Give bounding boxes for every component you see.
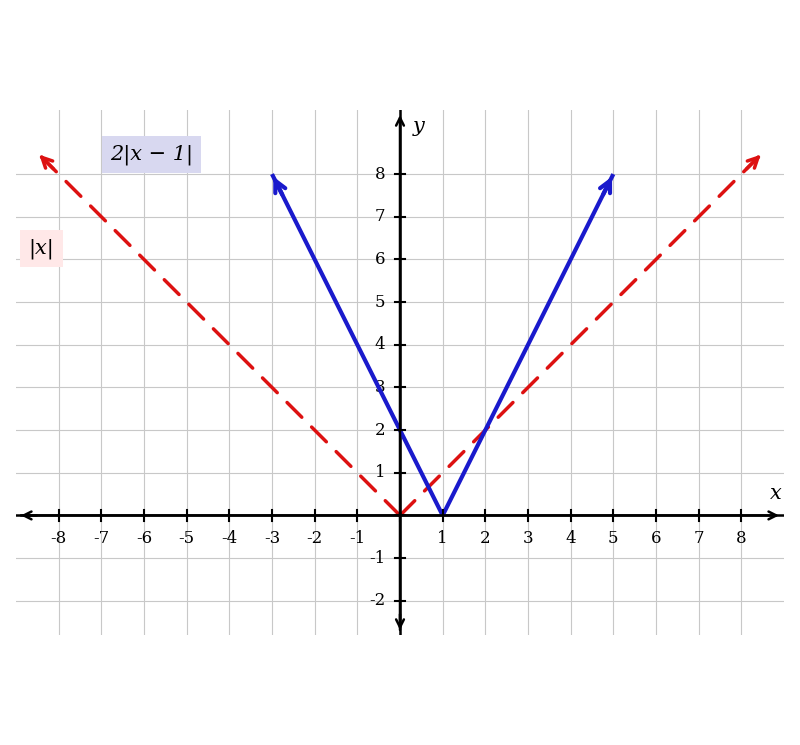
Text: 1: 1 (374, 464, 385, 481)
Text: y: y (413, 116, 425, 136)
Text: -4: -4 (222, 530, 238, 548)
Text: -7: -7 (94, 530, 110, 548)
Text: |x|: |x| (29, 238, 54, 259)
Text: 1: 1 (438, 530, 448, 548)
Text: 4: 4 (566, 530, 576, 548)
Text: 8: 8 (374, 165, 385, 183)
Text: 2|x − 1|: 2|x − 1| (110, 145, 193, 165)
Text: 6: 6 (650, 530, 662, 548)
Text: -2: -2 (306, 530, 322, 548)
Text: 5: 5 (608, 530, 618, 548)
Text: -6: -6 (136, 530, 152, 548)
Text: -1: -1 (369, 550, 385, 567)
Text: 5: 5 (374, 294, 385, 311)
Text: 2: 2 (374, 422, 385, 439)
Text: -5: -5 (178, 530, 194, 548)
Text: 3: 3 (522, 530, 534, 548)
Text: -1: -1 (350, 530, 366, 548)
Text: 3: 3 (374, 379, 385, 396)
Text: 8: 8 (736, 530, 746, 548)
Text: -3: -3 (264, 530, 280, 548)
Text: 6: 6 (374, 251, 385, 268)
Text: -2: -2 (369, 592, 385, 609)
Text: 7: 7 (694, 530, 704, 548)
Text: x: x (770, 484, 782, 503)
Text: 4: 4 (374, 336, 385, 353)
Text: 7: 7 (374, 209, 385, 225)
Text: -8: -8 (50, 530, 66, 548)
Text: 2: 2 (480, 530, 490, 548)
